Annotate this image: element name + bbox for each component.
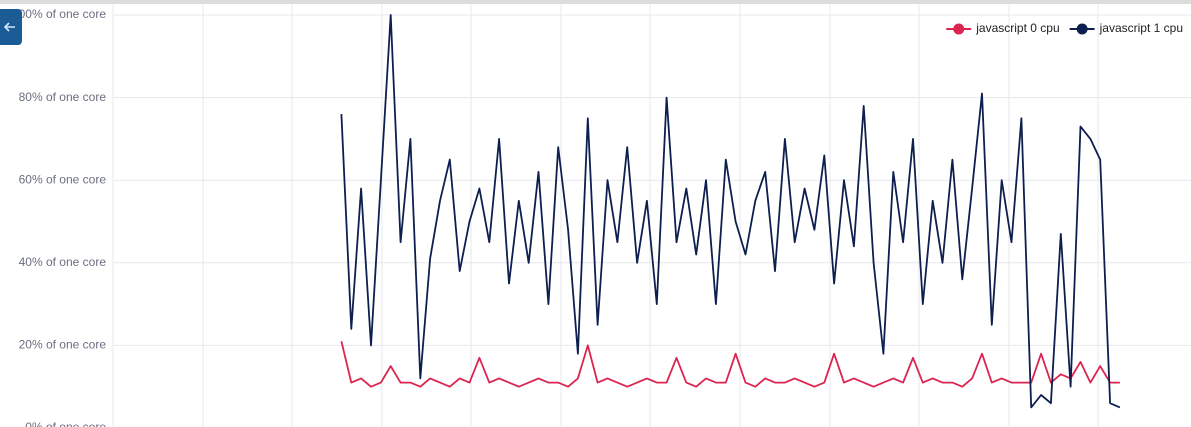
legend-label: javascript 0 cpu [975,21,1059,35]
series-line [340,14,1121,409]
legend-item[interactable]: javascript 1 cpu [1069,21,1183,35]
top-bar [0,0,1191,4]
legend-marker [1076,23,1088,35]
y-tick-label: 60% of one core [19,172,107,186]
plot [340,14,1121,409]
y-tick-label: 0% of one core [25,420,106,427]
series-line [340,341,1120,388]
legend-label: javascript 1 cpu [1099,21,1183,35]
legend-item[interactable]: javascript 0 cpu [946,21,1060,35]
y-tick-label: 80% of one core [19,90,107,104]
legend: javascript 1 cpu javascript 0 cpu [946,21,1183,35]
y-tick-label: 100% of one core [12,7,106,21]
y-tick-label: 40% of one core [19,255,107,269]
grid: 0% of one core 20% of one core 40% of one … [12,7,1191,427]
y-tick-label: 20% of one core [19,338,107,352]
legend-marker [953,23,965,35]
back-button[interactable] [0,9,22,45]
